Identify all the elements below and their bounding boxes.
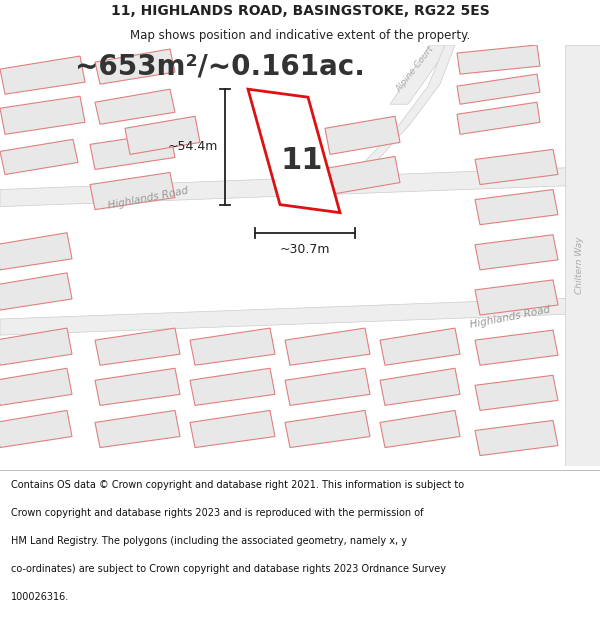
Polygon shape [95, 328, 180, 365]
Polygon shape [325, 116, 400, 154]
Text: Crown copyright and database rights 2023 and is reproduced with the permission o: Crown copyright and database rights 2023… [11, 508, 424, 518]
Text: HM Land Registry. The polygons (including the associated geometry, namely x, y: HM Land Registry. The polygons (includin… [11, 536, 407, 546]
Polygon shape [0, 273, 72, 310]
Polygon shape [457, 102, 540, 134]
Polygon shape [565, 45, 600, 466]
Text: 100026316.: 100026316. [11, 591, 69, 601]
Polygon shape [475, 330, 558, 365]
Text: Highlands Road: Highlands Road [469, 304, 551, 330]
Polygon shape [380, 368, 460, 406]
Polygon shape [125, 116, 200, 154]
Polygon shape [0, 56, 85, 94]
Polygon shape [0, 232, 72, 270]
Polygon shape [475, 280, 558, 315]
Polygon shape [380, 328, 460, 365]
Polygon shape [457, 74, 540, 104]
Text: ~54.4m: ~54.4m [167, 141, 218, 153]
Text: Map shows position and indicative extent of the property.: Map shows position and indicative extent… [130, 29, 470, 42]
Polygon shape [390, 45, 450, 104]
Text: Chiltern Way: Chiltern Way [575, 236, 584, 294]
Polygon shape [95, 89, 175, 124]
Polygon shape [95, 368, 180, 406]
Polygon shape [285, 368, 370, 406]
Text: 11: 11 [281, 146, 323, 176]
Polygon shape [95, 49, 175, 84]
Polygon shape [0, 297, 600, 335]
Polygon shape [90, 132, 175, 169]
Polygon shape [90, 173, 175, 209]
Polygon shape [475, 149, 558, 184]
Polygon shape [475, 235, 558, 270]
Polygon shape [475, 189, 558, 225]
Polygon shape [285, 328, 370, 365]
Polygon shape [0, 328, 72, 365]
Polygon shape [380, 411, 460, 447]
Polygon shape [348, 45, 455, 179]
Polygon shape [248, 89, 340, 212]
Polygon shape [190, 368, 275, 406]
Polygon shape [95, 411, 180, 447]
Polygon shape [0, 411, 72, 447]
Text: 11, HIGHLANDS ROAD, BASINGSTOKE, RG22 5ES: 11, HIGHLANDS ROAD, BASINGSTOKE, RG22 5E… [110, 4, 490, 18]
Polygon shape [0, 139, 78, 174]
Text: Highlands Road: Highlands Road [107, 186, 189, 211]
Polygon shape [325, 156, 400, 194]
Text: Contains OS data © Crown copyright and database right 2021. This information is : Contains OS data © Crown copyright and d… [11, 480, 464, 490]
Polygon shape [475, 375, 558, 411]
Polygon shape [475, 421, 558, 456]
Text: ~30.7m: ~30.7m [280, 242, 330, 256]
Polygon shape [190, 411, 275, 447]
Polygon shape [190, 328, 275, 365]
Polygon shape [0, 96, 85, 134]
Text: co-ordinates) are subject to Crown copyright and database rights 2023 Ordnance S: co-ordinates) are subject to Crown copyr… [11, 564, 446, 574]
Polygon shape [0, 368, 72, 406]
Polygon shape [0, 166, 600, 207]
Polygon shape [457, 45, 540, 74]
Text: Alpine Court: Alpine Court [394, 44, 436, 94]
Text: ~653m²/~0.161ac.: ~653m²/~0.161ac. [75, 52, 365, 80]
Polygon shape [285, 411, 370, 447]
